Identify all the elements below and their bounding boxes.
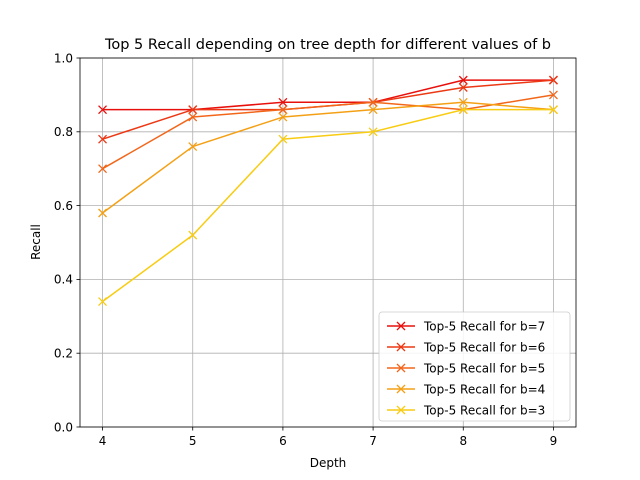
y-tick-label: 0.8: [54, 125, 73, 139]
series-b4: [98, 97, 558, 218]
grid-lines: [80, 57, 576, 428]
legend-entry: Top-5 Recall for b=6: [387, 340, 545, 354]
x-tick-label: 5: [189, 434, 197, 448]
data-point: [98, 164, 108, 174]
legend-label: Top-5 Recall for b=3: [423, 403, 545, 417]
axis-ticks: 4 5 6 7 8 9 0.0 0.2 0.4 0.6 0.8 1.0: [54, 51, 557, 448]
legend-box: [378, 311, 571, 422]
y-tick-label: 0.0: [54, 420, 73, 434]
legend-label: Top-5 Recall for b=6: [423, 340, 545, 354]
series-line: [102, 79, 554, 111]
data-point: [458, 97, 468, 107]
y-axis-label: Recall: [29, 224, 43, 260]
y-tick-label: 0.6: [54, 199, 73, 213]
data-point: [188, 142, 198, 152]
x-tick-label: 7: [369, 434, 377, 448]
x-axis-label: Depth: [310, 456, 347, 470]
x-tick-label: 9: [550, 434, 558, 448]
x-tick-label: 4: [99, 434, 107, 448]
legend-entry: Top-5 Recall for b=5: [387, 361, 545, 375]
data-point: [278, 112, 288, 122]
x-tick-label: 6: [279, 434, 287, 448]
data-point: [458, 83, 468, 92]
data-point: [188, 105, 198, 115]
series-b3: [98, 105, 558, 306]
data-point: [548, 75, 558, 85]
data-point: [368, 97, 378, 107]
data-point: [368, 127, 378, 137]
legend-marker: [396, 363, 406, 373]
series-line: [102, 108, 554, 303]
y-tick-label: 1.0: [54, 51, 73, 65]
chart-title: Top 5 Recall depending on tree depth for…: [104, 37, 551, 53]
data-point: [548, 105, 558, 115]
data-point: [98, 105, 108, 115]
legend: Top-5 Recall for b=7 Top-5 Recall for b=6…: [378, 311, 571, 422]
data-point: [278, 105, 288, 115]
legend-label: Top-5 Recall for b=7: [423, 319, 545, 333]
legend-entry: Top-5 Recall for b=7: [387, 319, 545, 333]
data-point: [188, 230, 198, 240]
y-tick-label: 0.2: [54, 347, 73, 361]
data-point: [458, 105, 468, 115]
legend-entry: Top-5 Recall for b=4: [387, 382, 545, 396]
legend-marker: [396, 321, 406, 331]
series-line: [102, 101, 554, 214]
data-point: [278, 97, 288, 107]
plot-frame: [79, 57, 577, 428]
data-point: [548, 90, 558, 100]
legend-marker: [396, 342, 406, 352]
data-point: [188, 112, 198, 122]
data-point: [458, 75, 468, 85]
data-point: [98, 134, 108, 144]
data-point: [98, 208, 108, 218]
legend-label: Top-5 Recall for b=5: [423, 361, 545, 375]
legend-marker: [396, 384, 406, 394]
series-line: [102, 94, 554, 170]
legend-label: Top-5 Recall for b=4: [423, 382, 545, 396]
legend-marker: [396, 405, 406, 415]
series-lines: [98, 75, 558, 306]
legend-entry: Top-5 Recall for b=3: [387, 403, 545, 417]
x-tick-label: 8: [459, 434, 467, 448]
data-point: [98, 297, 108, 306]
data-point: [368, 105, 378, 115]
y-tick-label: 0.4: [54, 273, 73, 287]
data-point: [278, 134, 288, 144]
